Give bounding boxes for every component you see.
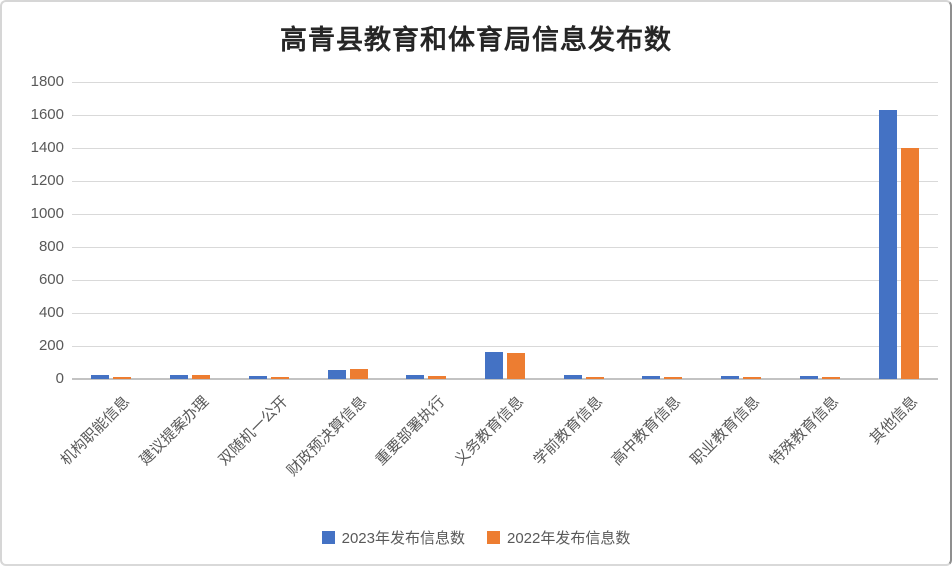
- bar-2022年发布信息数-财政预决算信息: [350, 369, 368, 379]
- y-axis-tick-label: 600: [38, 271, 64, 288]
- bar-2023年发布信息数-双随机一公开: [249, 376, 267, 379]
- bar-2022年发布信息数-特殊教育信息: [822, 377, 840, 379]
- chart-title: 高青县教育和体育局信息发布数: [280, 25, 672, 55]
- legend-label: 2023年发布信息数: [341, 530, 465, 547]
- bar-2023年发布信息数-义务教育信息: [485, 352, 503, 379]
- bar-2023年发布信息数-建议提案办理: [170, 375, 188, 379]
- x-axis-line: [72, 378, 938, 380]
- y-axis-tick-label: 1800: [30, 73, 64, 90]
- y-axis-tick-label: 0: [55, 370, 64, 387]
- legend-item-2023年发布信息数: 2023年发布信息数: [321, 527, 465, 548]
- y-axis-tick-label: 1400: [30, 139, 64, 156]
- bar-2022年发布信息数-其他信息: [901, 148, 919, 379]
- bar-2022年发布信息数-职业教育信息: [743, 377, 761, 379]
- gridline: [72, 82, 938, 83]
- bar-2022年发布信息数-重要部署执行: [428, 376, 446, 379]
- y-axis-tick-label: 1200: [30, 172, 64, 189]
- y-axis-tick-label: 800: [38, 238, 64, 255]
- y-axis-tick-label: 400: [38, 304, 64, 321]
- bar-2023年发布信息数-高中教育信息: [642, 376, 660, 379]
- y-axis-tick-label: 1000: [30, 205, 64, 222]
- bar-2023年发布信息数-其他信息: [879, 110, 897, 379]
- legend: 2023年发布信息数 2022年发布信息数: [2, 527, 950, 548]
- gridline: [72, 181, 938, 182]
- bar-2022年发布信息数-学前教育信息: [586, 377, 604, 379]
- bar-2022年发布信息数-建议提案办理: [192, 375, 210, 379]
- bar-2022年发布信息数-机构职能信息: [113, 377, 131, 379]
- bar-2023年发布信息数-特殊教育信息: [800, 376, 818, 379]
- bar-2023年发布信息数-机构职能信息: [91, 375, 109, 379]
- bar-2022年发布信息数-高中教育信息: [664, 377, 682, 379]
- legend-item-2022年发布信息数: 2022年发布信息数: [487, 527, 630, 548]
- gridline: [72, 148, 938, 149]
- gridline: [72, 313, 938, 314]
- gridline: [72, 115, 938, 116]
- gridline: [72, 346, 938, 347]
- bar-2023年发布信息数-重要部署执行: [406, 375, 424, 379]
- gridline: [72, 280, 938, 281]
- bar-2023年发布信息数-学前教育信息: [564, 375, 582, 379]
- legend-color-swatch: [487, 531, 500, 544]
- legend-color-swatch: [321, 531, 335, 544]
- bar-2022年发布信息数-双随机一公开: [271, 377, 289, 379]
- bar-2022年发布信息数-义务教育信息: [507, 353, 525, 379]
- gridline: [72, 247, 938, 248]
- y-axis-tick-label: 1600: [30, 106, 64, 123]
- x-axis-category-label: 机构职能信息: [57, 393, 134, 469]
- bar-2023年发布信息数-财政预决算信息: [328, 370, 346, 379]
- legend-label: 2022年发布信息数: [507, 530, 631, 547]
- bar-2023年发布信息数-职业教育信息: [721, 376, 739, 379]
- y-axis-tick-label: 200: [38, 337, 64, 354]
- gridline: [72, 214, 938, 215]
